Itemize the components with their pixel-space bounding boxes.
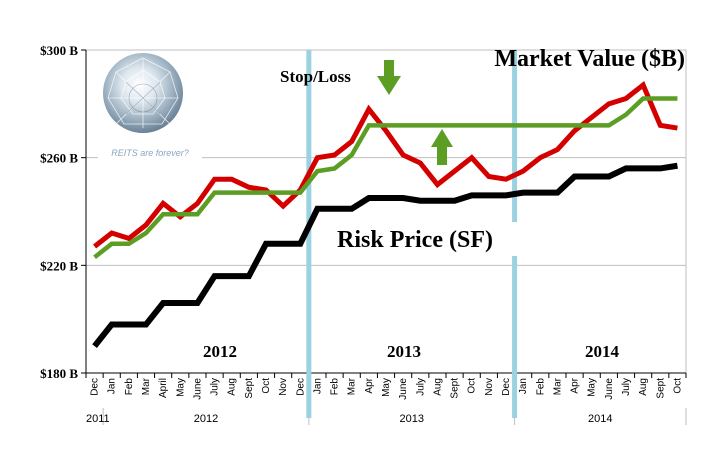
x-tick-label: May [587,378,598,397]
x-tick-label: July [415,378,426,396]
x-tick-label: July [621,378,632,396]
x-tick-label: Sept [450,378,461,399]
x-year-label: 2014 [588,413,612,425]
x-tick-label: May [175,378,186,397]
arrow-down-icon [377,60,401,95]
x-tick-label: Mar [347,377,358,395]
year-annotation: 2014 [585,342,620,361]
series-line [93,96,678,260]
x-tick-label: Apr [364,377,375,393]
y-axis: $300 B $260 B $220 B $180 B [40,43,87,381]
x-tick-label: May [381,378,392,397]
y-tick-label: $220 B [40,258,78,273]
x-tick-label: Sept [655,378,666,399]
series-line [92,162,678,348]
year-annotation: 2012 [203,342,237,361]
x-tick-label: Feb [535,378,546,396]
x-tick-label: Aug [432,378,443,396]
series-lines [92,81,678,348]
x-tick-label: June [604,378,615,400]
x-tick-label: Mar [552,377,563,395]
x-year-label: 2011 [86,413,110,425]
x-tick-label: June [192,378,203,400]
risk-price-label: Risk Price (SF) [337,227,493,253]
risk-price-label-box: Risk Price (SF) [334,222,532,256]
y-tick-label: $300 B [40,43,78,58]
x-tick-label: Oct [261,378,272,394]
x-tick-label: Apr [570,377,581,393]
x-tick-label: Aug [227,378,238,396]
x-tick-label: Feb [330,378,341,396]
y-tick-label: $260 B [40,151,78,166]
stop-loss-label: Stop/Loss [280,67,351,86]
x-axis: Dec Jan Feb Mar April May June July Aug Sept Oct No… [85,372,687,425]
x-year-label: 2012 [194,413,218,425]
arrow-up-icon [431,129,453,165]
x-tick-label: Oct [467,378,478,394]
x-tick-label: Dec [501,378,512,396]
x-tick-label: Nov [484,378,495,396]
diamond-caption: REITS are forever? [111,148,189,158]
x-tick-label: Oct [672,378,683,394]
x-tick-label: Jan [312,378,323,394]
x-tick-label: Mar [141,377,152,395]
x-year-label: 2013 [399,413,423,425]
x-tick-label: July [210,378,221,396]
year-annotations: 2012 2013 2014 [203,342,620,361]
x-tick-label: Nov [278,378,289,396]
x-tick-label: Dec [90,378,101,396]
x-tick-label: April [158,378,169,398]
y-tick-label: $180 B [40,366,78,381]
stop-loss-arrows [377,60,453,165]
x-tick-label: Feb [124,378,135,396]
x-tick-label: Dec [295,378,306,396]
chart-title: Market Value ($B) [494,46,685,72]
year-annotation: 2013 [387,342,421,361]
x-tick-label: Aug [638,378,649,396]
x-tick-label: June [398,378,409,400]
x-tick-label: Jan [107,378,118,394]
x-tick-label: Jan [518,378,529,394]
diamond-logo: REITS are forever? [98,53,202,162]
x-tick-label: Sept [244,378,255,399]
